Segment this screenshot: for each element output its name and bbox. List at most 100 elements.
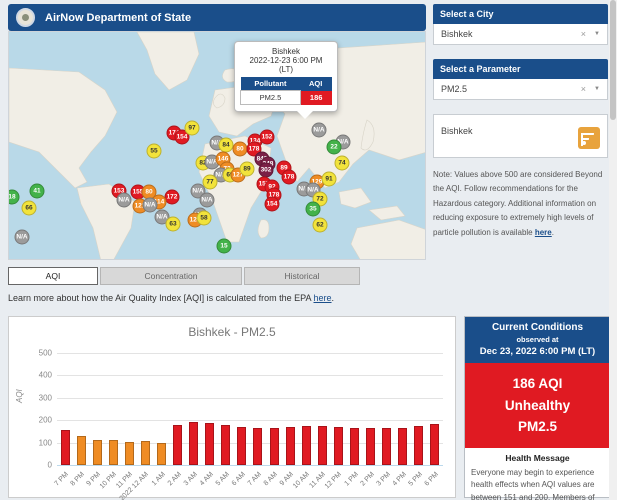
rss-feed-box: Bishkek xyxy=(433,114,608,158)
aqi-map-marker[interactable]: 15 xyxy=(216,238,232,254)
aqi-map-marker[interactable]: N/A xyxy=(311,122,327,138)
chart-bar[interactable] xyxy=(205,423,215,465)
conditions-title: Current Conditions xyxy=(491,322,584,333)
health-message-text: Everyone may begin to experience health … xyxy=(471,467,595,500)
parameter-caret-icon[interactable]: ▼ xyxy=(594,86,600,92)
conditions-aqi-value: 186 AQI xyxy=(512,376,563,391)
aqi-map-marker[interactable]: 178 xyxy=(281,169,297,185)
chart-bar[interactable] xyxy=(173,425,183,465)
y-tick-label: 0 xyxy=(47,460,52,470)
chart-bar[interactable] xyxy=(60,430,70,465)
chart-bar[interactable] xyxy=(333,427,343,465)
chart-bar[interactable] xyxy=(317,426,327,465)
aqi-map-marker[interactable]: N/A xyxy=(199,192,215,208)
aqi-map-marker[interactable]: 77 xyxy=(202,174,218,190)
conditions-observed-at: observed at xyxy=(516,335,559,344)
chart-bar[interactable] xyxy=(285,427,295,465)
aqi-map-marker[interactable]: 91 xyxy=(321,171,337,187)
conditions-category: Unhealthy xyxy=(504,397,571,413)
aqi-map-marker[interactable]: 63 xyxy=(165,216,181,232)
chart-bar[interactable] xyxy=(301,426,311,465)
aqi-map-marker[interactable]: 66 xyxy=(21,200,37,216)
chart-bar[interactable] xyxy=(269,428,279,465)
parameter-select[interactable]: PM2.5 × ▼ xyxy=(433,79,608,100)
popup-table: Pollutant AQI PM2.5 186 xyxy=(240,77,332,105)
chart-bar[interactable] xyxy=(140,441,150,465)
note-here-link[interactable]: here xyxy=(534,227,552,237)
aqi-map-marker[interactable]: 80 xyxy=(232,141,248,157)
app-header: AirNow Department of State xyxy=(8,4,426,31)
city-clear-icon[interactable]: × xyxy=(580,29,587,39)
city-select[interactable]: Bishkek × ▼ xyxy=(433,24,608,45)
chart-bar[interactable] xyxy=(237,427,247,465)
y-tick-label: 100 xyxy=(38,438,52,448)
aqi-map-marker[interactable]: 35 xyxy=(305,201,321,217)
chart-bar[interactable] xyxy=(253,428,263,465)
chart-bars xyxy=(57,353,443,465)
chart-bar[interactable] xyxy=(382,428,392,465)
popup-col-aqi: AQI xyxy=(300,77,332,91)
conditions-aqi-block: 186 AQI Unhealthy PM2.5 xyxy=(465,363,610,448)
chart-bar[interactable] xyxy=(92,440,102,465)
y-tick-label: 200 xyxy=(38,415,52,425)
chart-bar[interactable] xyxy=(124,442,134,465)
city-caret-icon[interactable]: ▼ xyxy=(594,31,600,37)
chart-bar[interactable] xyxy=(76,436,86,465)
map-popup[interactable]: Bishkek 2022-12-23 6:00 PM (LT) Pollutan… xyxy=(234,41,338,119)
tab-concentration[interactable]: Concentration xyxy=(100,267,242,285)
select-parameter-header: Select a Parameter xyxy=(433,59,608,79)
y-tick-label: 400 xyxy=(38,370,52,380)
learn-more-here-link[interactable]: here xyxy=(313,293,332,303)
select-city-header: Select a City xyxy=(433,4,608,24)
aqi-map-marker[interactable]: N/A xyxy=(116,192,132,208)
aqi-map-marker[interactable]: 41 xyxy=(29,183,45,199)
chart-bar[interactable] xyxy=(430,424,440,465)
aqi-map-marker[interactable]: 22 xyxy=(326,139,342,155)
chart-bar[interactable] xyxy=(414,426,424,465)
chart-bar[interactable] xyxy=(366,428,376,465)
world-aqi-map[interactable]: 18 41 66 N/A 153 N/A 155 80 121 55 174 154 97 N/A 84 80… xyxy=(8,31,426,260)
city-select-value: Bishkek xyxy=(441,29,473,39)
chart-bar[interactable] xyxy=(189,422,199,465)
aqi-map-marker[interactable]: 74 xyxy=(334,155,350,171)
aqi-map-marker[interactable]: 89 xyxy=(239,161,255,177)
aqi-map-marker[interactable]: N/A xyxy=(142,197,158,213)
aqi-map-marker[interactable]: 302 xyxy=(258,162,274,178)
chart-bar[interactable] xyxy=(349,428,359,465)
gridline: 500 xyxy=(39,349,443,358)
aqi-map-marker[interactable]: 154 xyxy=(264,196,280,212)
parameter-clear-icon[interactable]: × xyxy=(580,84,587,94)
parameter-select-value: PM2.5 xyxy=(441,84,468,94)
aqi-map-marker[interactable]: 152 xyxy=(259,129,275,145)
chart-x-axis xyxy=(57,465,443,467)
page-scrollbar[interactable] xyxy=(609,0,617,500)
aqi-map-marker[interactable]: 84 xyxy=(218,137,234,153)
aqi-map-marker[interactable]: 62 xyxy=(312,217,328,233)
aqi-map-marker[interactable]: N/A xyxy=(14,229,30,245)
chart-plot-area: 0 100 200 300 400 500 7 PM 8 PM 9 PM 10 PM 11 PM D… xyxy=(39,349,443,500)
chart-bar[interactable] xyxy=(108,440,118,465)
tab-aqi[interactable]: AQI xyxy=(8,267,98,285)
aqi-map-marker[interactable]: 58 xyxy=(196,210,212,226)
y-tick-label: 500 xyxy=(38,348,52,358)
chart-bar[interactable] xyxy=(398,428,408,465)
aqi-map-marker[interactable]: 97 xyxy=(184,120,200,136)
aqi-map-marker[interactable]: 55 xyxy=(146,143,162,159)
aqi-map-marker[interactable]: 172 xyxy=(164,189,180,205)
aqi-bar-chart: Bishkek - PM2.5 AQI 0 100 200 300 400 500 7 P… xyxy=(8,316,456,500)
health-message-block: Health Message Everyone may begin to exp… xyxy=(465,448,610,500)
popup-timezone: (LT) xyxy=(278,65,294,74)
aqi-map-marker[interactable]: 18 xyxy=(9,189,20,205)
rss-icon[interactable] xyxy=(578,127,600,149)
scrollbar-thumb[interactable] xyxy=(610,0,616,120)
gridline: 300 xyxy=(39,393,443,402)
chart-bar[interactable] xyxy=(221,425,231,465)
popup-pollutant-value: PM2.5 xyxy=(240,90,301,105)
chart-bar[interactable] xyxy=(157,443,166,465)
popup-datetime: 2022-12-23 6:00 PM xyxy=(249,56,323,65)
tab-historical[interactable]: Historical xyxy=(244,267,360,285)
chart-y-axis-label: AQI xyxy=(15,389,24,403)
view-tabs: AQI Concentration Historical xyxy=(8,267,362,285)
learn-more-text: Learn more about how the Air Quality Ind… xyxy=(8,293,335,303)
